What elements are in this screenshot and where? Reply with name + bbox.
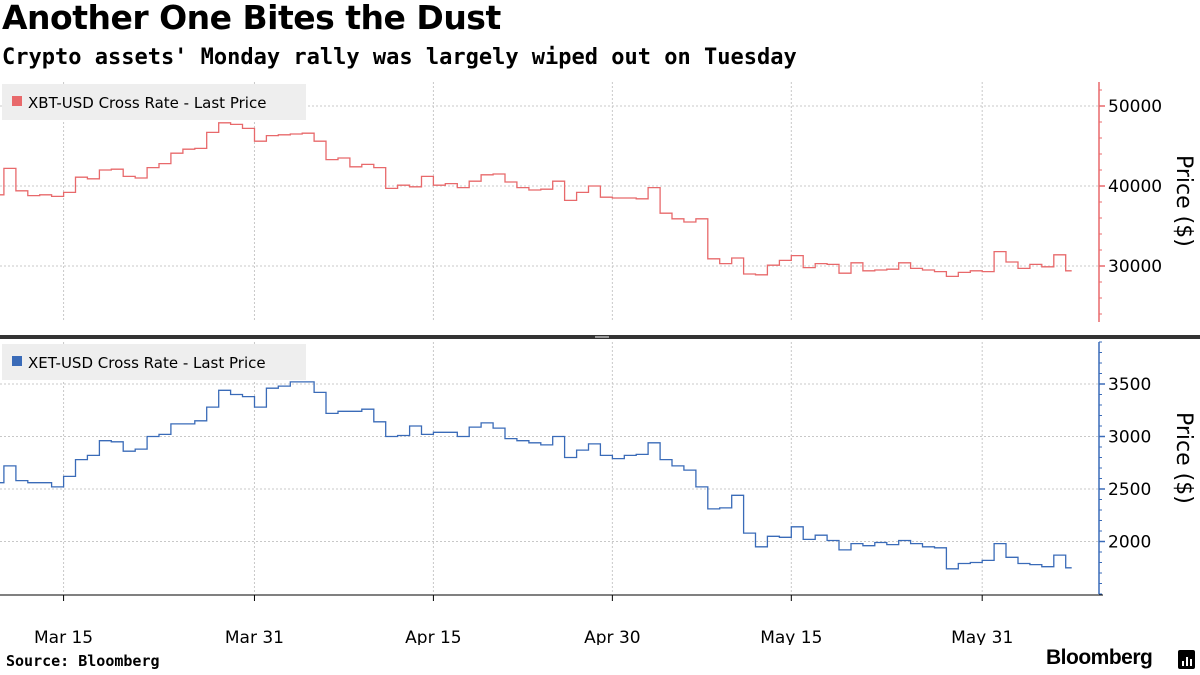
btc-legend-swatch	[12, 96, 22, 106]
eth-y-tick-label: 2000	[1108, 533, 1151, 553]
eth-y-tick-label: 3500	[1108, 375, 1151, 395]
btc-legend: XBT-USD Cross Rate - Last Price	[2, 84, 306, 120]
btc-series-line	[0, 122, 1072, 278]
btc-y-tick-label: 30000	[1108, 257, 1162, 277]
eth-y-axis-label: Price ($)	[1171, 412, 1196, 504]
eth-y-tick-label: 2500	[1108, 480, 1151, 500]
x-tick-label: May 31	[951, 628, 1013, 645]
x-tick-label: May 15	[760, 628, 822, 645]
bloomberg-logo: Bloomberg	[1046, 646, 1153, 669]
eth-panel: XET-USD Cross Rate - Last Price 2000 2500…	[0, 341, 1196, 595]
eth-legend-swatch	[12, 356, 22, 366]
eth-y-tick-label: 3000	[1108, 428, 1151, 448]
eth-legend: XET-USD Cross Rate - Last Price	[2, 344, 306, 380]
eth-series-line	[0, 381, 1072, 570]
btc-y-ticks: 30000 40000 50000	[1099, 89, 1162, 315]
chart-subtitle: Crypto assets' Monday rally was largely …	[2, 45, 797, 70]
x-axis-ticks: Mar 15 Mar 31 Apr 15 Apr 30 May 15 May 31	[34, 595, 1013, 645]
chart-title: Another One Bites the Dust	[2, 0, 501, 37]
source-note: Source: Bloomberg	[6, 652, 160, 670]
btc-panel: XBT-USD Cross Rate - Last Price 30000 400…	[0, 82, 1196, 322]
eth-price-series	[0, 381, 1072, 570]
eth-y-ticks: 2000 2500 3000 3500	[1099, 341, 1151, 595]
eth-gridlines	[0, 342, 1099, 594]
chart-canvas: XBT-USD Cross Rate - Last Price 30000 400…	[0, 82, 1200, 645]
x-tick-label: Apr 15	[405, 628, 461, 645]
btc-legend-box	[2, 84, 306, 120]
x-tick-label: Apr 30	[584, 628, 640, 645]
btc-price-series	[0, 122, 1072, 278]
x-tick-label: Mar 31	[225, 628, 284, 645]
btc-y-tick-label: 50000	[1108, 97, 1162, 117]
btc-gridlines	[0, 82, 1099, 322]
divider-handle	[595, 336, 609, 338]
btc-y-axis-label: Price ($)	[1171, 155, 1196, 247]
btc-legend-label: XBT-USD Cross Rate - Last Price	[28, 94, 266, 112]
x-tick-label: Mar 15	[34, 628, 93, 645]
eth-legend-label: XET-USD Cross Rate - Last Price	[28, 354, 266, 372]
eth-legend-box	[2, 344, 306, 380]
btc-y-tick-label: 40000	[1108, 177, 1162, 197]
bloomberg-chart-icon	[1178, 650, 1195, 669]
